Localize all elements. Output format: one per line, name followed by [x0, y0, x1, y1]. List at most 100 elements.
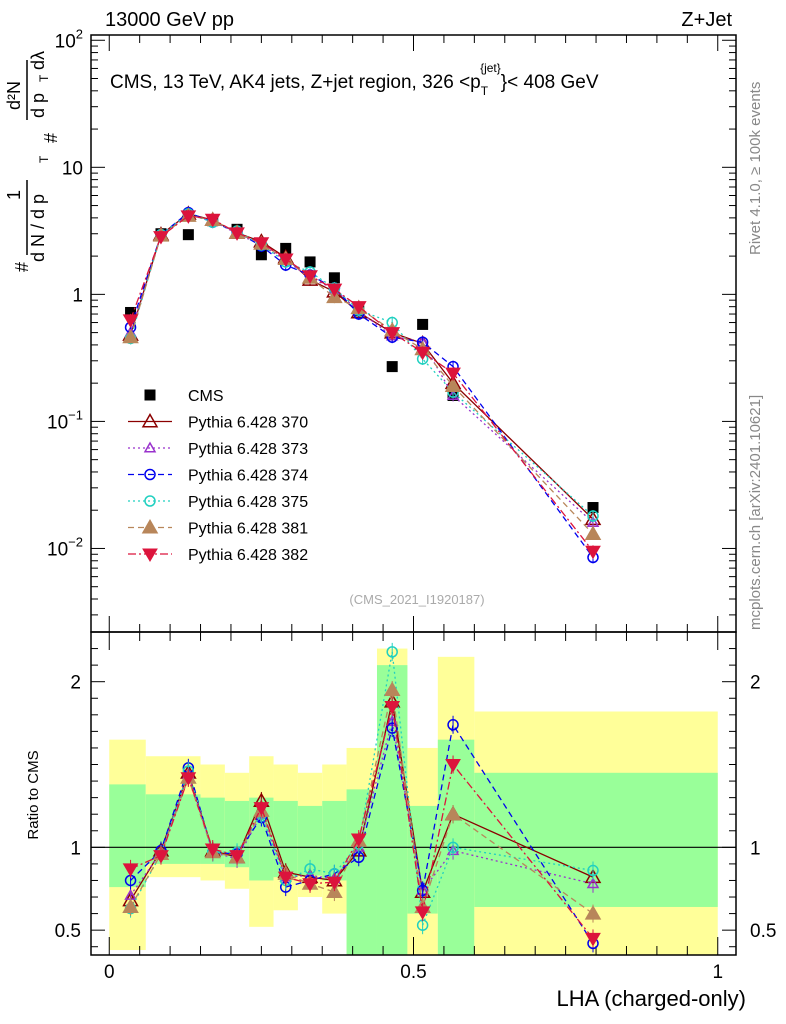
analysis-watermark: (CMS_2021_I1920187) — [349, 592, 484, 607]
ratio-series-p382 — [122, 697, 601, 948]
data-point — [584, 525, 602, 540]
legend-marker — [143, 441, 157, 453]
data-point — [229, 227, 245, 241]
y-tick-label: 1 — [72, 285, 83, 306]
data-point — [125, 306, 137, 318]
data-point — [326, 283, 343, 298]
ratio-point — [386, 722, 398, 734]
data-point — [585, 545, 601, 560]
data-point — [204, 213, 221, 228]
series-p381 — [122, 207, 602, 540]
legend-item-p382: Pythia 6.428 382 — [128, 547, 308, 564]
legend-item-p381: Pythia 6.428 381 — [128, 518, 308, 538]
ratio-y-tick-label-right: 2 — [750, 673, 761, 694]
x-tick-label: 0 — [104, 962, 115, 983]
ratio-point — [386, 646, 398, 658]
ratio-point — [447, 841, 459, 854]
ratio-point — [445, 759, 461, 773]
top-frame — [90, 34, 737, 633]
legend-marker — [144, 495, 156, 507]
y-axis-label-main: # 1 d N / d p T # d²N d p T dλ — [4, 51, 61, 272]
legend-marker — [142, 548, 158, 562]
legend-item-p373: Pythia 6.428 373 — [128, 441, 308, 458]
legend-marker — [144, 468, 156, 481]
data-point — [446, 388, 460, 400]
ratio-point — [122, 898, 139, 913]
source-label: mcplots.cern.ch [arXiv:2401.10621] — [747, 395, 764, 630]
ratio-point — [180, 772, 197, 786]
ratio-line-p382 — [130, 706, 594, 939]
data-point — [587, 502, 599, 514]
ratio-point — [277, 871, 294, 886]
data-point — [414, 346, 431, 361]
legend: CMS Pythia 6.428 370 Pythia 6.428 373 Pythi… — [128, 388, 308, 564]
data-point — [417, 318, 429, 330]
data-point — [122, 328, 139, 344]
svg-text:T: T — [37, 74, 51, 82]
legend-label: Pythia 6.428 373 — [188, 441, 308, 458]
x-axis-label: LHA (charged-only) — [556, 986, 746, 1011]
data-point — [302, 270, 318, 284]
svg-text:dλ: dλ — [28, 51, 48, 70]
series-line-p381 — [129, 215, 594, 535]
ratio-point — [326, 883, 343, 899]
ratio-y-tick-label-right: 1 — [750, 838, 761, 859]
legend-item-p375: Pythia 6.428 375 — [128, 494, 308, 511]
data-point — [122, 314, 139, 328]
data-point — [328, 272, 340, 284]
legend-marker — [144, 389, 156, 401]
ratio-point — [304, 863, 316, 875]
ratio-point — [587, 864, 599, 877]
svg-text:#: # — [41, 133, 61, 143]
data-point — [253, 237, 270, 251]
ratio-point — [326, 876, 343, 891]
data-point — [280, 242, 292, 254]
ratio-point — [414, 906, 431, 920]
data-point — [444, 377, 462, 392]
data-point — [180, 210, 197, 224]
legend-label: Pythia 6.428 382 — [188, 547, 308, 564]
ratio-point — [586, 877, 600, 889]
legend-label: Pythia 6.428 374 — [188, 468, 308, 485]
ratio-point — [302, 878, 318, 892]
ratio-y-tick-label: 2 — [70, 673, 81, 694]
ratio-point — [585, 932, 601, 947]
ratio-axis-ticks: 0.5 0.5 1 1 2 2 0 0.5 1 — [55, 632, 776, 983]
ratio-point — [383, 681, 401, 696]
data-point — [277, 253, 294, 267]
legend-marker — [141, 412, 159, 428]
data-point — [255, 249, 267, 261]
series-p382 — [122, 209, 601, 560]
data-point — [386, 361, 398, 373]
svg-text:d N / d p: d N / d p — [28, 194, 48, 262]
ratio-y-tick-label: 0.5 — [55, 921, 81, 942]
legend-item-cms: CMS — [144, 388, 224, 405]
ratio-point — [447, 719, 459, 731]
ratio-point — [253, 802, 270, 816]
ratio-point — [204, 843, 221, 857]
legend-label: Pythia 6.428 375 — [188, 494, 308, 511]
legend-label: Pythia 6.428 370 — [188, 415, 308, 432]
ratio-point — [444, 805, 462, 821]
legend-marker — [141, 518, 159, 534]
svg-text:T: T — [37, 155, 51, 163]
top-axis-ticks: 10−2 10−1 1 10 102 — [47, 26, 736, 632]
y-tick-label: 10 — [62, 158, 83, 179]
data-point — [587, 510, 599, 522]
legend-label: Pythia 6.428 381 — [188, 521, 308, 538]
plot-title: CMS, 13 TeV, AK4 jets, Z+jet region, 326… — [110, 61, 599, 98]
y-tick-label: 10−2 — [47, 534, 83, 560]
svg-text:d²N: d²N — [4, 81, 24, 110]
ratio-point — [229, 850, 245, 864]
legend-item-p374: Pythia 6.428 374 — [128, 468, 308, 485]
y-axis-label-ratio: Ratio to CMS — [25, 750, 42, 839]
ratio-point — [584, 905, 602, 920]
ratio-point — [122, 863, 139, 877]
x-tick-label: 1 — [712, 962, 723, 983]
header-left: 13000 GeV pp — [105, 9, 234, 31]
bottom-frame — [90, 631, 737, 956]
svg-text:#: # — [12, 262, 32, 272]
ratio-point — [350, 833, 367, 848]
ratio-plot-panel: 0.5 0.5 1 1 2 2 0 0.5 1 — [55, 631, 776, 983]
